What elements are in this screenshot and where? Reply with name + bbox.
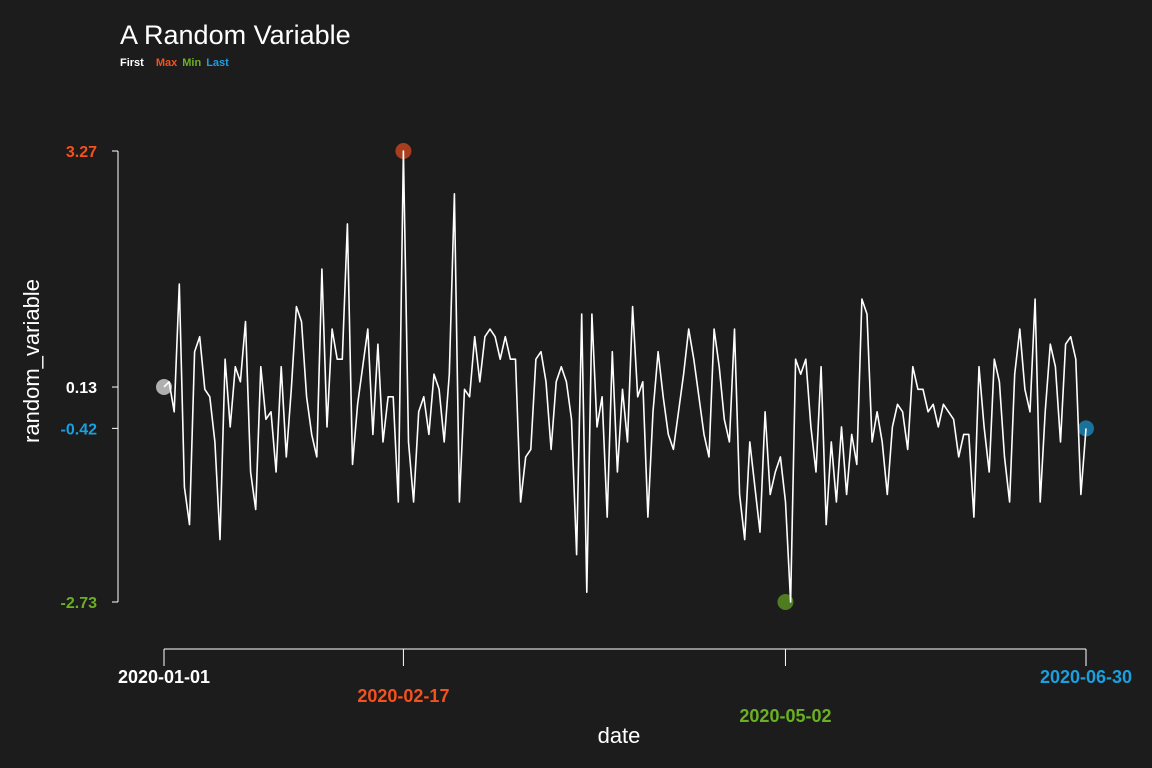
y-axis-ticks: 3.27 0.13 -0.42 -2.73 [61,144,118,612]
legend: First Max Min Last [120,57,229,69]
highlight-points [156,143,1094,610]
highlight-last-point [1078,420,1094,437]
legend-min: Min [182,57,201,69]
y-tick-label: -2.73 [61,595,98,612]
axes [117,151,1086,650]
legend-max: Max [156,57,178,69]
x-axis-ticks: 2020-01-01 2020-02-17 2020-05-02 2020-06-30 [118,649,1132,726]
x-axis-title: date [598,723,641,748]
x-tick-label: 2020-01-01 [118,667,210,687]
series-line [163,150,1087,603]
y-tick-label: 0.13 [66,380,97,397]
x-tick-label: 2020-05-02 [739,706,831,726]
chart-title: A Random Variable [120,20,351,50]
x-tick-label: 2020-06-30 [1040,667,1132,687]
y-tick-label: -0.42 [61,421,98,438]
x-tick-label: 2020-02-17 [357,686,449,706]
y-tick-label: 3.27 [66,144,97,161]
highlight-min-point [777,594,794,610]
y-axis-title: random_variable [19,279,44,443]
legend-first: First [120,57,144,69]
legend-last: Last [206,57,229,69]
